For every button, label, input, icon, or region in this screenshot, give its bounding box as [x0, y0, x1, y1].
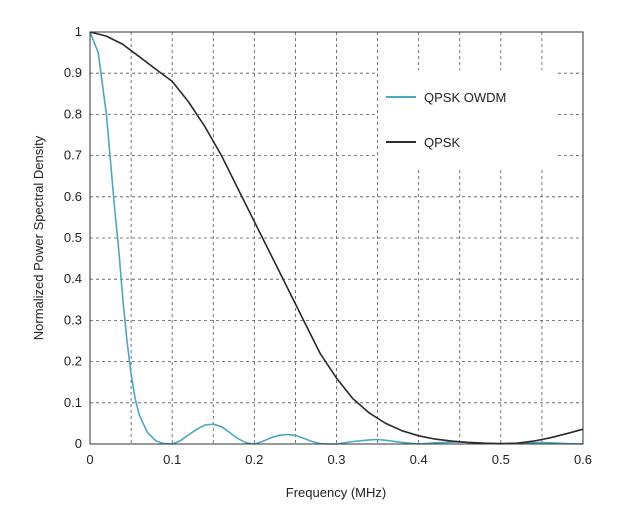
x-tick-label: 0.5 [492, 452, 510, 467]
ticks: 0 0.1 0.2 0.3 0.4 0.5 0.6 0 0.1 0.2 0.3 0.4 0.5 0.6 0.… [64, 24, 592, 467]
y-tick-label: 0.2 [64, 354, 82, 369]
y-tick-label: 0 [75, 436, 82, 451]
y-tick-label: 0.4 [64, 271, 82, 286]
y-axis-label: Normalized Power Spectral Density [31, 135, 46, 340]
x-tick-label: 0.4 [410, 452, 428, 467]
x-tick-label: 0.1 [163, 452, 181, 467]
x-tick-label: 0 [86, 452, 93, 467]
y-tick-label: 0.1 [64, 395, 82, 410]
y-tick-label: 1 [75, 24, 82, 39]
x-axis-label: Frequency (MHz) [286, 485, 386, 500]
legend-label-qpsk-owdm: QPSK OWDM [424, 90, 506, 105]
x-tick-label: 0.2 [245, 452, 263, 467]
y-tick-label: 0.9 [64, 65, 82, 80]
plot-frame [89, 31, 584, 445]
legend-label-qpsk: QPSK [424, 135, 460, 150]
x-tick-label: 0.6 [574, 452, 592, 467]
y-tick-label: 0.5 [64, 230, 82, 245]
y-tick-label: 0.6 [64, 189, 82, 204]
legend-box [378, 70, 558, 170]
y-tick-label: 0.8 [64, 106, 82, 121]
y-tick-label: 0.7 [64, 148, 82, 163]
x-tick-label: 0.3 [327, 452, 345, 467]
legend: QPSK OWDM QPSK [378, 70, 558, 170]
y-tick-label: 0.3 [64, 312, 82, 327]
